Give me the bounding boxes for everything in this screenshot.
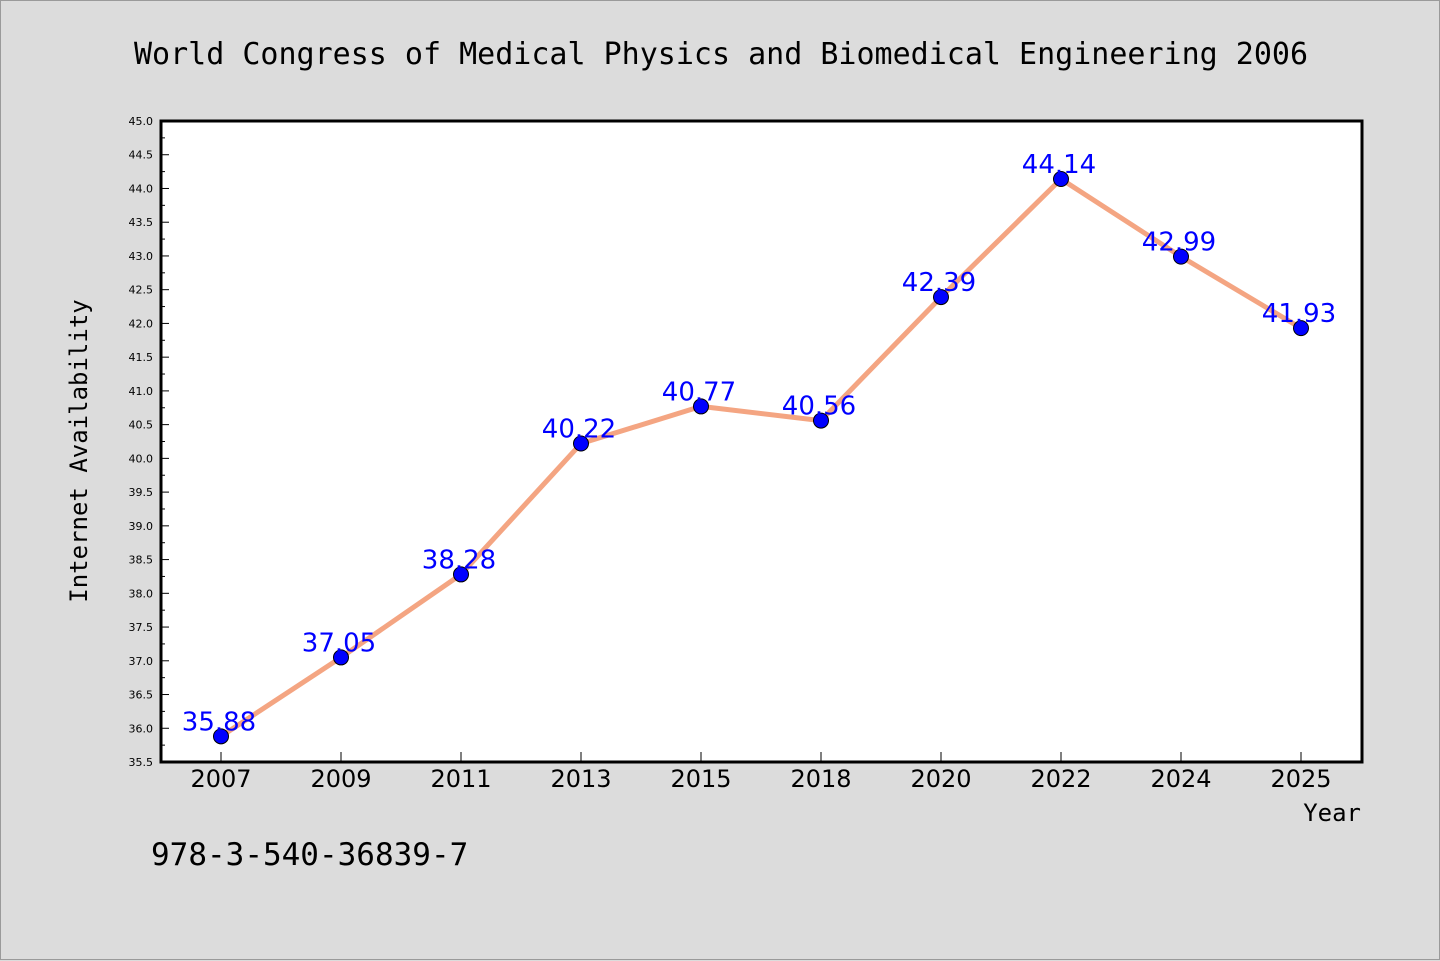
data-point — [933, 289, 949, 306]
y-tick-label: 40.0 — [129, 452, 154, 465]
data-series — [213, 171, 1309, 745]
data-point — [333, 649, 349, 666]
data-point — [213, 728, 229, 745]
y-tick-label: 44.5 — [129, 149, 154, 162]
y-tick-label: 42.5 — [129, 284, 154, 297]
y-tick-label: 40.5 — [129, 419, 154, 432]
x-tick-label: 2018 — [790, 765, 851, 793]
data-label: 40.22 — [542, 415, 616, 445]
data-label: 37.05 — [302, 628, 376, 658]
data-label: 40.56 — [782, 392, 856, 422]
data-point — [1053, 171, 1069, 188]
y-axis-label: Internet Availability — [65, 299, 93, 602]
x-tick-label: 2025 — [1270, 765, 1331, 793]
y-tick-label: 35.5 — [129, 756, 154, 769]
y-tick-label: 38.5 — [129, 554, 154, 567]
y-tick-label: 37.0 — [129, 655, 154, 668]
data-label: 35.88 — [182, 707, 256, 737]
y-tick-label: 44.0 — [129, 182, 154, 195]
data-label: 42.99 — [1142, 228, 1216, 258]
x-tick-label: 2022 — [1030, 765, 1091, 793]
plot-area — [161, 121, 1362, 762]
x-axis-label: Year — [1303, 799, 1361, 827]
data-point — [573, 435, 589, 452]
x-tick-label: 2013 — [550, 765, 611, 793]
data-label: 38.28 — [422, 545, 496, 575]
x-tick-label: 2015 — [670, 765, 731, 793]
footnote-isbn: 978-3-540-36839-7 — [151, 837, 468, 873]
y-axis: 35.5 36.0 36.5 37.0 37.5 38.0 38.5 39.0 39.5 40.0… — [129, 115, 169, 769]
data-label: 44.14 — [1022, 150, 1096, 180]
plot-border — [159, 119, 1364, 764]
y-tick-label: 41.0 — [129, 385, 154, 398]
data-point — [1173, 248, 1189, 265]
data-label: 42.39 — [902, 268, 976, 298]
x-tick-label: 2020 — [910, 765, 971, 793]
x-tick-label: 2011 — [430, 765, 491, 793]
y-tick-label: 43.5 — [129, 216, 154, 229]
x-tick-label: 2007 — [190, 765, 251, 793]
y-tick-label: 39.0 — [129, 520, 154, 533]
y-tick-label: 45.0 — [129, 115, 154, 128]
data-point — [693, 398, 709, 415]
y-tick-label: 42.0 — [129, 317, 154, 330]
y-tick-label: 39.5 — [129, 486, 154, 499]
y-tick-label: 43.0 — [129, 250, 154, 263]
data-point — [813, 412, 829, 429]
data-label: 41.93 — [1262, 299, 1336, 329]
chart-title: World Congress of Medical Physics and Bi… — [134, 37, 1308, 72]
y-tick-label: 41.5 — [129, 351, 154, 364]
data-point — [453, 566, 469, 583]
y-tick-label: 36.5 — [129, 689, 154, 702]
y-tick-label: 37.5 — [129, 621, 154, 634]
y-tick-label: 36.0 — [129, 722, 154, 735]
x-axis: 2007 2009 2011 2013 2015 2018 2020 2022 2024 2025 — [190, 752, 1332, 793]
x-tick-label: 2024 — [1150, 765, 1211, 793]
data-label: 40.77 — [662, 377, 736, 407]
x-tick-label: 2009 — [310, 765, 371, 793]
y-tick-label: 38.0 — [129, 587, 154, 600]
data-point — [1293, 320, 1309, 337]
data-labels: 35.88 37.05 38.28 40.22 40.77 40.56 42.39 44.14… — [182, 150, 1336, 737]
series-line — [218, 176, 1304, 739]
